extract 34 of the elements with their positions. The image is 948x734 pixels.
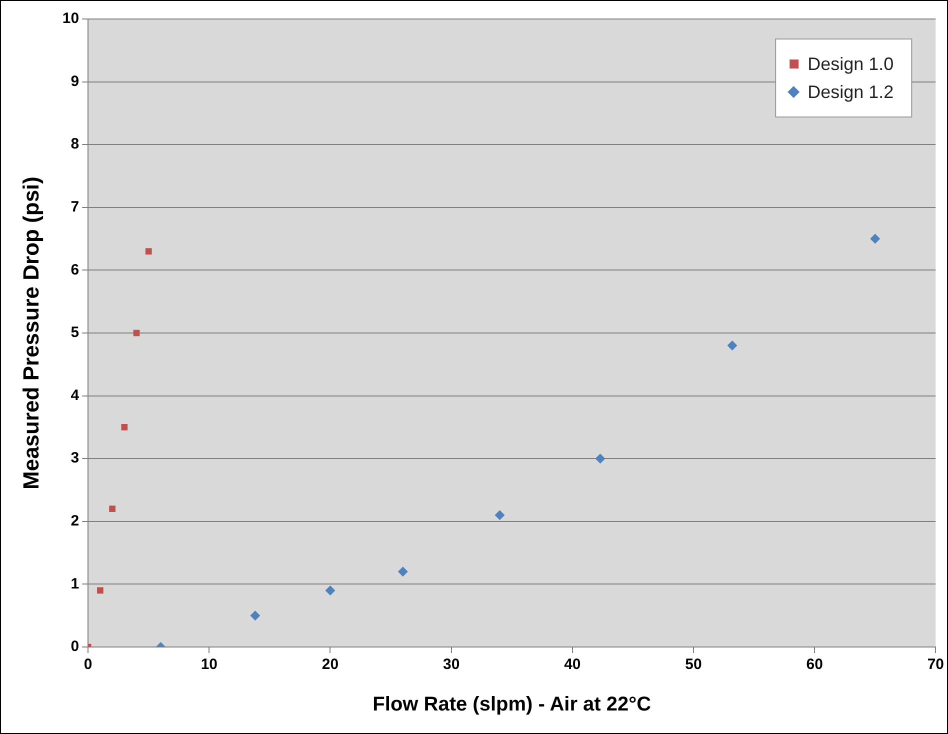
y-tick-label: 4 [70, 386, 80, 404]
point [727, 340, 738, 351]
y-tick-label: 3 [70, 450, 80, 467]
x-tick-label: 0 [84, 656, 92, 674]
point [109, 506, 116, 512]
y-tick-label: 8 [70, 136, 80, 153]
x-tick-label: 10 [200, 656, 218, 674]
legend-label: Design 1.0 [808, 54, 894, 74]
legend-label: Design 1.2 [808, 82, 894, 102]
x-tick-label: 20 [322, 656, 339, 674]
y-tick-label: 10 [62, 10, 80, 28]
point [325, 585, 336, 596]
x-axis-title: Flow Rate (slpm) - Air at 22°C [372, 694, 652, 716]
y-tick-label: 2 [70, 512, 80, 530]
point [145, 248, 152, 255]
x-tick-label: 40 [564, 656, 581, 674]
point [398, 566, 408, 577]
y-tick-label: 5 [70, 324, 80, 342]
y-tick-label: 9 [70, 72, 80, 90]
y-tick-label: 0 [70, 638, 80, 656]
point [595, 454, 606, 464]
x-tick-label: 60 [806, 656, 823, 674]
x-tick-label: 30 [442, 656, 460, 674]
y-axis-title: Measured Pressure Drop (psi) [18, 176, 44, 490]
point [494, 510, 505, 520]
point [870, 234, 880, 244]
y-tick-label: 6 [70, 261, 80, 278]
y-tick-label: 7 [70, 198, 80, 216]
x-tick-label: 70 [927, 656, 944, 674]
point [121, 424, 128, 430]
point [250, 610, 260, 621]
x-tick-label: 50 [685, 656, 702, 674]
point [97, 587, 104, 594]
y-tick-label: 1 [70, 575, 80, 592]
